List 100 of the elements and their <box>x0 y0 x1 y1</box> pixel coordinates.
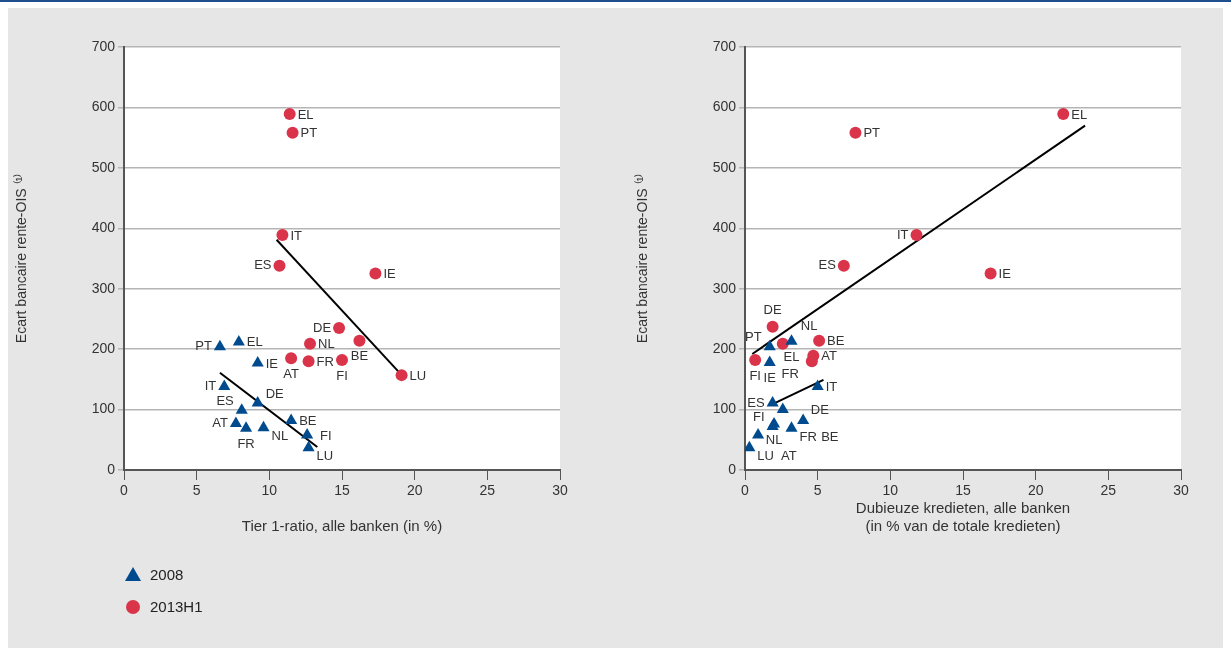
point <box>837 259 850 272</box>
y-tick-label: 0 <box>107 460 116 477</box>
annotation: IE <box>763 370 777 386</box>
point <box>813 334 826 347</box>
point <box>257 420 270 432</box>
x-tick-label: 30 <box>1173 482 1189 499</box>
y-tick-label: 300 <box>712 279 737 296</box>
annotation: NL <box>800 318 818 334</box>
y-tick-label: 500 <box>712 158 737 175</box>
point <box>304 337 317 350</box>
annotation: LU <box>316 448 334 464</box>
y-tick-label: 100 <box>712 400 737 417</box>
annotation: IE <box>265 355 279 371</box>
annotation: EL <box>246 334 263 350</box>
point <box>213 339 226 351</box>
annotation: FR <box>237 435 255 451</box>
x-tick-label: 25 <box>479 482 496 499</box>
point <box>763 355 776 366</box>
point <box>910 228 923 241</box>
annotation: ES <box>747 394 765 410</box>
annotation: EL <box>1071 106 1088 122</box>
point <box>285 413 298 424</box>
legend-label: 2013H1 <box>150 597 203 615</box>
point <box>285 352 298 365</box>
y-axis-title: Ecart bancaire rente-OIS ⁽¹⁾ <box>13 173 30 344</box>
annotation: IE <box>383 266 397 282</box>
annotation: ES <box>818 257 837 273</box>
point <box>286 126 299 139</box>
x-axis-title: Dubieuze kredieten, alle banken (in % van de totale kredieten) <box>855 499 1071 535</box>
annotation: NL <box>765 431 783 447</box>
x-tick-label: 0 <box>741 482 750 499</box>
point <box>745 440 756 452</box>
annotation: FR <box>799 428 817 444</box>
annotation: BE <box>350 348 369 364</box>
annotation: EL <box>783 348 800 364</box>
annotation: DE <box>265 385 285 401</box>
y-tick-label: 400 <box>91 219 116 236</box>
annotation: FR <box>781 365 799 381</box>
point <box>766 320 779 333</box>
annotation: DE <box>810 402 830 418</box>
point <box>229 416 242 427</box>
annotation: FI <box>320 427 332 443</box>
annotation: BE <box>821 429 839 445</box>
annotation: LU <box>409 367 427 383</box>
x-tick-label: 30 <box>552 482 568 499</box>
point <box>763 339 776 351</box>
x-tick-label: 25 <box>1100 482 1117 499</box>
point <box>353 334 366 347</box>
annotation: IT <box>896 226 909 242</box>
point <box>235 403 248 414</box>
point <box>240 421 253 432</box>
y-tick-label: 200 <box>712 340 737 356</box>
annotation: EL <box>297 106 314 122</box>
point <box>785 421 798 432</box>
point <box>302 355 315 368</box>
point <box>785 334 798 345</box>
annotation: IE <box>998 266 1012 282</box>
annotation: IT <box>204 378 217 394</box>
annotation: LU <box>757 448 774 464</box>
legend-label: 2008 <box>150 565 184 583</box>
x-axis-title: Tier 1-ratio, alle banken (in %) <box>241 517 443 535</box>
point <box>369 267 382 280</box>
annotation: IT <box>290 227 303 243</box>
annotation: IT <box>825 379 838 395</box>
annotation: ES <box>254 257 272 273</box>
annotation: BE <box>827 333 845 349</box>
x-tick-label: 15 <box>955 482 971 499</box>
annotation: PT <box>195 338 212 354</box>
point <box>797 413 810 424</box>
annotation: PT <box>863 125 881 141</box>
point <box>301 427 314 439</box>
point <box>283 108 296 121</box>
point <box>811 379 824 391</box>
y-tick-label: 600 <box>91 98 116 115</box>
point <box>251 356 264 367</box>
annotation: AT <box>283 365 300 381</box>
annotation: FI <box>753 409 765 425</box>
annotation: FI <box>749 367 761 383</box>
annotation: ES <box>216 392 235 408</box>
y-tick-label: 0 <box>728 460 737 477</box>
x-tick-label: 10 <box>882 482 899 499</box>
point <box>251 395 264 407</box>
y-tick-label: 200 <box>91 340 116 356</box>
point <box>752 427 765 439</box>
y-tick-label: 600 <box>712 98 737 115</box>
point <box>766 395 779 407</box>
annotation: PT <box>300 125 318 141</box>
annotation: BE <box>299 413 317 429</box>
point <box>333 321 346 334</box>
point <box>336 354 348 367</box>
y-axis-title: Ecart bancaire rente-OIS ⁽¹⁾ <box>634 173 651 344</box>
y-tick-label: 700 <box>712 37 737 54</box>
point <box>218 379 231 391</box>
annotation: DE <box>313 319 332 335</box>
annotation: NL <box>271 428 289 444</box>
annotation: AT <box>781 447 797 463</box>
point <box>749 354 762 367</box>
x-tick-label: 20 <box>406 482 423 499</box>
annotation: FI <box>336 367 348 383</box>
point <box>232 334 245 346</box>
